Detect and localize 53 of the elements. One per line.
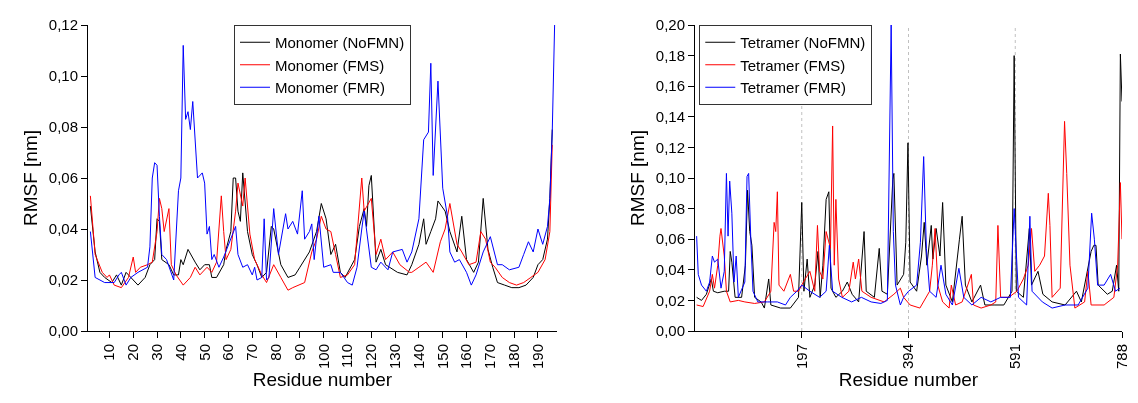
x-tick-label: 60 xyxy=(219,344,237,361)
y-tick-label: 0,00 xyxy=(48,322,78,340)
y-axis-title: RMSF [nm] xyxy=(626,129,648,227)
x-tick-label: 110 xyxy=(338,344,356,368)
y-tick-label: 0,02 xyxy=(655,291,685,309)
x-tick-label: 70 xyxy=(243,344,261,361)
legend-label: Tetramer (FMS) xyxy=(740,56,846,74)
y-tick-label: 0,08 xyxy=(655,199,685,217)
x-tick-label: 50 xyxy=(195,344,213,361)
y-axis-title: RMSF [nm] xyxy=(19,129,41,227)
y-tick-label: 0,18 xyxy=(655,46,685,64)
legend-label: Monomer (FMS) xyxy=(275,56,385,74)
x-tick-label: 30 xyxy=(147,344,165,361)
y-tick-label: 0,10 xyxy=(48,67,78,85)
x-axis-title: Residue number xyxy=(252,369,393,391)
x-tick-label: 180 xyxy=(505,344,523,370)
y-tick-label: 0,12 xyxy=(655,138,685,156)
legend-label: Monomer (FMR) xyxy=(275,79,386,97)
x-tick-label: 90 xyxy=(290,344,308,361)
x-tick-label: 190 xyxy=(528,344,546,370)
x-tick-label: 788 xyxy=(1112,344,1130,370)
x-tick-label: 120 xyxy=(362,344,380,370)
x-tick-label: 150 xyxy=(433,344,451,370)
x-tick-label: 140 xyxy=(409,344,427,370)
x-tick-label: 100 xyxy=(314,344,332,370)
y-tick-label: 0,02 xyxy=(48,271,78,289)
y-tick-label: 0,12 xyxy=(48,16,78,34)
legend-label: Tetramer (FMR) xyxy=(740,79,847,97)
y-tick-label: 0,06 xyxy=(48,169,78,187)
x-tick-label: 170 xyxy=(481,344,499,370)
x-tick-label: 197 xyxy=(792,344,810,370)
x-tick-label: 40 xyxy=(171,344,189,361)
y-tick-label: 0,20 xyxy=(655,16,685,34)
x-tick-label: 394 xyxy=(899,344,917,370)
x-tick-label: 10 xyxy=(100,344,118,361)
y-tick-label: 0,04 xyxy=(48,220,78,238)
y-tick-label: 0,06 xyxy=(655,230,685,248)
x-tick-label: 160 xyxy=(457,344,475,370)
line-series xyxy=(696,120,1122,309)
legend-label: Monomer (NoFMN) xyxy=(275,34,405,52)
x-tick-label: 130 xyxy=(385,344,403,370)
y-tick-label: 0,00 xyxy=(655,322,685,340)
y-tick-label: 0,14 xyxy=(655,108,685,126)
y-tick-label: 0,04 xyxy=(655,261,685,279)
y-tick-label: 0,08 xyxy=(48,118,78,136)
x-tick-label: 591 xyxy=(1006,344,1024,370)
x-axis-title: Residue number xyxy=(838,369,979,391)
x-tick-label: 20 xyxy=(124,344,142,361)
legend-label: Tetramer (NoFMN) xyxy=(740,34,866,52)
y-tick-label: 0,10 xyxy=(655,169,685,187)
x-tick-label: 80 xyxy=(266,344,284,361)
line-series xyxy=(89,25,556,286)
y-tick-label: 0,16 xyxy=(655,77,685,95)
